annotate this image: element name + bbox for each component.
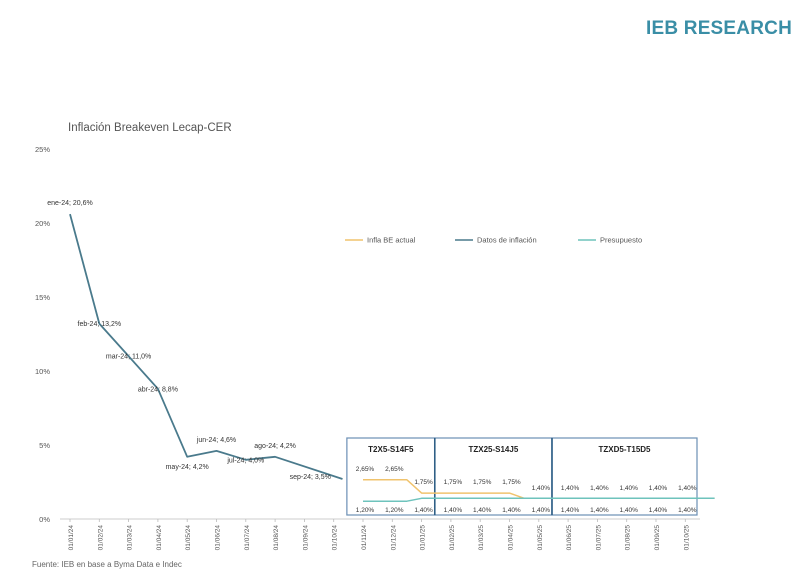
value-label-upper: 1,75% [414, 479, 433, 486]
data-point-label: ago-24; 4,2% [254, 443, 296, 450]
value-label-lower: 1,40% [502, 507, 521, 514]
y-tick-label: 20% [35, 219, 50, 228]
x-tick-label: 01/03/25 [478, 525, 485, 551]
x-tick-label: 01/02/24 [97, 525, 104, 551]
value-label-lower: 1,40% [590, 507, 609, 514]
data-point-label: feb-24; 13,2% [78, 321, 122, 328]
data-point-label: mar-24; 11,0% [106, 354, 151, 361]
data-point-label: ene-24; 20,6% [47, 200, 93, 207]
data-point-label: abr-24; 8,8% [138, 386, 178, 393]
value-label-upper: 1,40% [678, 485, 697, 492]
legend-label: Datos de inflación [477, 236, 537, 245]
y-tick-label: 10% [35, 367, 50, 376]
x-tick-label: 01/04/24 [156, 525, 163, 551]
value-label-upper: 1,40% [561, 485, 580, 492]
x-tick-label: 01/04/25 [508, 525, 515, 551]
y-tick-label: 25% [35, 145, 50, 154]
value-label-upper: 1,75% [444, 479, 463, 486]
value-label-lower: 1,40% [649, 507, 668, 514]
brand-logo: IEB RESEARCH [646, 18, 792, 39]
x-tick-label: 01/02/25 [449, 525, 456, 551]
x-tick-label: 01/09/24 [302, 525, 309, 551]
value-label-upper: 2,65% [356, 466, 375, 473]
value-label-upper: 1,40% [649, 485, 668, 492]
value-label-upper: 1,40% [532, 485, 551, 492]
value-label-upper: 2,65% [385, 466, 404, 473]
x-tick-label: 01/09/25 [654, 525, 661, 551]
value-label-lower: 1,40% [619, 507, 638, 514]
x-tick-label: 01/07/24 [244, 525, 251, 551]
y-tick-label: 5% [39, 441, 50, 450]
value-label-lower: 1,20% [385, 507, 404, 514]
value-label-upper: 1,75% [473, 479, 492, 486]
data-point-label: may-24; 4,2% [166, 464, 209, 471]
x-tick-label: 01/12/24 [390, 525, 397, 551]
x-tick-label: 01/06/24 [215, 525, 222, 551]
value-label-upper: 1,40% [619, 485, 638, 492]
value-label-upper: 1,75% [502, 479, 521, 486]
value-label-lower: 1,40% [414, 507, 433, 514]
legend-label: Presupuesto [600, 236, 642, 245]
data-point-label: jun-24; 4,6% [196, 437, 236, 444]
data-point-label: jul-24; 4,0% [226, 457, 264, 464]
series-line [69, 213, 343, 480]
x-tick-label: 01/03/24 [127, 525, 134, 551]
value-label-lower: 1,40% [532, 507, 551, 514]
instrument-box-label: TZX25-S14J5 [468, 445, 518, 454]
value-label-lower: 1,40% [678, 507, 697, 514]
series-line [363, 497, 715, 502]
instrument-box-label: T2X5-S14F5 [368, 445, 414, 454]
legend-label: Infla BE actual [367, 236, 416, 245]
value-label-lower: 1,40% [561, 507, 580, 514]
x-tick-label: 01/08/25 [625, 525, 632, 551]
x-tick-label: 01/11/24 [361, 525, 368, 550]
x-tick-label: 01/10/24 [332, 525, 339, 551]
x-tick-label: 01/05/25 [537, 525, 544, 551]
y-tick-label: 0% [39, 515, 50, 524]
x-tick-label: 01/01/24 [68, 525, 75, 551]
x-tick-label: 01/05/24 [185, 525, 192, 551]
instrument-box-label: TZXD5-T15D5 [598, 445, 651, 454]
value-label-lower: 1,40% [444, 507, 463, 514]
value-label-upper: 1,40% [590, 485, 609, 492]
value-label-lower: 1,20% [356, 507, 375, 514]
x-tick-label: 01/06/25 [566, 525, 573, 551]
x-tick-label: 01/07/25 [595, 525, 602, 551]
source-note: Fuente: IEB en base a Byma Data e Indec [32, 560, 182, 569]
y-tick-label: 15% [35, 293, 50, 302]
x-tick-label: 01/10/25 [683, 525, 690, 551]
data-point-label: sep-24; 3,5% [290, 474, 331, 481]
x-tick-label: 01/01/25 [420, 525, 427, 551]
x-tick-label: 01/08/24 [273, 525, 280, 551]
chart-title: Inflación Breakeven Lecap-CER [68, 122, 232, 134]
value-label-lower: 1,40% [473, 507, 492, 514]
